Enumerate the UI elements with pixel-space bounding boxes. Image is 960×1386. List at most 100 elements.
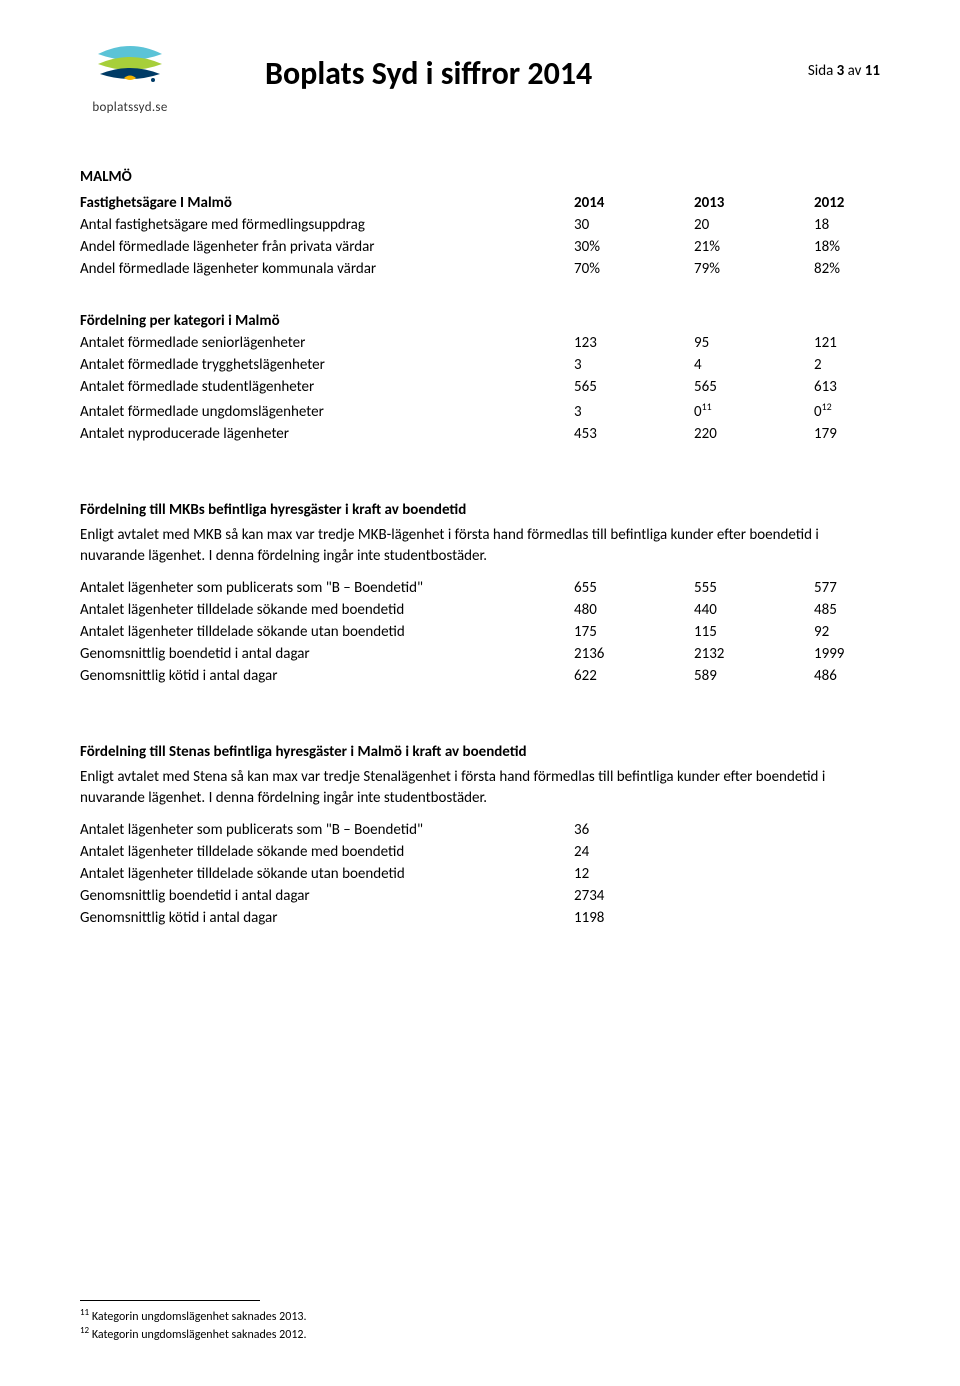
cell-label: Genomsnittlig boendetid i antal dagar [80, 885, 574, 907]
cell-label: Andel förmedlade lägenheter kommunala vä… [80, 258, 574, 280]
table-row: Antal fastighetsägare med förmedlingsupp… [80, 214, 880, 236]
cell: 115 [694, 621, 814, 643]
cell: 440 [694, 599, 814, 621]
cell: 30 [574, 214, 694, 236]
cell: 613 [814, 376, 880, 398]
table-row: Antalet förmedlade studentlägenheter5655… [80, 376, 880, 398]
page-total: 11 [865, 62, 880, 80]
footnote-text: Kategorin ungdomslägenhet saknades 2012. [89, 1328, 306, 1342]
cell-val: 0 [814, 403, 822, 421]
col [694, 310, 814, 332]
cell [814, 819, 880, 841]
spacer [80, 687, 880, 717]
footnote-num: 12 [80, 1325, 89, 1336]
cell [694, 819, 814, 841]
footnotes: 11 Kategorin ungdomslägenhet saknades 20… [80, 1300, 880, 1344]
cell: 565 [694, 376, 814, 398]
cell-label: Genomsnittlig kötid i antal dagar [80, 665, 574, 687]
table-row: Andel förmedlade lägenheter kommunala vä… [80, 258, 880, 280]
cell-label: Antalet lägenheter tilldelade sökande ut… [80, 621, 574, 643]
cell-label: Antalet lägenheter tilldelade sökande me… [80, 841, 574, 863]
table-row: Antalet lägenheter tilldelade sökande ut… [80, 621, 880, 643]
cell-label: Antal fastighetsägare med förmedlingsupp… [80, 214, 574, 236]
table-row: Antalet lägenheter tilldelade sökande me… [80, 841, 880, 863]
cell-label: Antalet lägenheter tilldelade sökande ut… [80, 863, 574, 885]
cell: 555 [694, 577, 814, 599]
cell: 589 [694, 665, 814, 687]
cell-label: Antalet förmedlade studentlägenheter [80, 376, 574, 398]
cell [694, 885, 814, 907]
col-label: Fördelning per kategori i Malmö [80, 310, 574, 332]
cell: 622 [574, 665, 694, 687]
cell: 2132 [694, 643, 814, 665]
footnote-ref: 11 [702, 400, 712, 413]
cell [814, 863, 880, 885]
table-stena: Antalet lägenheter som publicerats som "… [80, 819, 880, 929]
cell: 012 [814, 398, 880, 423]
page-number: Sida 3 av 11 [808, 62, 880, 80]
cell: 565 [574, 376, 694, 398]
cell: 30% [574, 236, 694, 258]
page: boplatssyd.se Boplats Syd i siffror 2014… [0, 0, 960, 1386]
footnote-text: Kategorin ungdomslägenhet saknades 2013. [89, 1310, 306, 1324]
cell: 95 [694, 332, 814, 354]
col-2012: 2012 [814, 192, 880, 214]
cell: 20 [694, 214, 814, 236]
cell: 18 [814, 214, 880, 236]
cell: 655 [574, 577, 694, 599]
cell [814, 885, 880, 907]
section-heading-stena: Fördelning till Stenas befintliga hyresg… [80, 743, 880, 761]
col [814, 310, 880, 332]
cell: 1198 [574, 907, 694, 929]
cell: 121 [814, 332, 880, 354]
cell [694, 841, 814, 863]
cell: 480 [574, 599, 694, 621]
cell: 485 [814, 599, 880, 621]
table-row: Antalet nyproducerade lägenheter45322017… [80, 423, 880, 445]
cell: 175 [574, 621, 694, 643]
cell: 36 [574, 819, 694, 841]
table-row: Antalet förmedlade ungdomslägenheter 3 0… [80, 398, 880, 423]
cell: 486 [814, 665, 880, 687]
table-row: Antalet lägenheter tilldelade sökande me… [80, 599, 880, 621]
table-row: Genomsnittlig kötid i antal dagar1198 [80, 907, 880, 929]
header: boplatssyd.se Boplats Syd i siffror 2014… [80, 40, 880, 150]
cell: 3 [574, 354, 694, 376]
spacer [80, 445, 880, 475]
footnote-ref: 12 [822, 400, 832, 413]
cell-label: Genomsnittlig kötid i antal dagar [80, 907, 574, 929]
section-heading-malmo: MALMÖ [80, 168, 880, 186]
paragraph-stena: Enligt avtalet med Stena så kan max var … [80, 767, 880, 809]
page-title: Boplats Syd i siffror 2014 [265, 54, 592, 93]
table-row: Antalet lägenheter som publicerats som "… [80, 819, 880, 841]
paragraph-mkb: Enligt avtalet med MKB så kan max var tr… [80, 525, 880, 567]
logo-text: boplatssyd.se [80, 100, 180, 115]
footnote: 12 Kategorin ungdomslägenhet saknades 20… [80, 1325, 880, 1344]
cell: 011 [694, 398, 814, 423]
footnote-rule [80, 1300, 260, 1301]
cell: 82% [814, 258, 880, 280]
footnote-num: 11 [80, 1307, 89, 1318]
cell: 4 [694, 354, 814, 376]
table-row: Genomsnittlig boendetid i antal dagar273… [80, 885, 880, 907]
cell-label: Genomsnittlig boendetid i antal dagar [80, 643, 574, 665]
cell: 92 [814, 621, 880, 643]
cell-label: Antalet förmedlade ungdomslägenheter [80, 398, 574, 423]
table-row: Antalet förmedlade trygghetslägenheter34… [80, 354, 880, 376]
cell-label: Antalet förmedlade trygghetslägenheter [80, 354, 574, 376]
logo-icon [80, 40, 180, 98]
cell-label: Antalet lägenheter som publicerats som "… [80, 819, 574, 841]
table-row: Genomsnittlig kötid i antal dagar6225894… [80, 665, 880, 687]
cell [694, 863, 814, 885]
cell-label: Antalet lägenheter tilldelade sökande me… [80, 599, 574, 621]
cell: 18% [814, 236, 880, 258]
cell-label: Andel förmedlade lägenheter från privata… [80, 236, 574, 258]
table-row: Antalet förmedlade seniorlägenheter12395… [80, 332, 880, 354]
spacer [80, 280, 880, 310]
table-row: Antalet lägenheter som publicerats som "… [80, 577, 880, 599]
cell: 3 [574, 398, 694, 423]
col-2013: 2013 [694, 192, 814, 214]
table-mkb: Antalet lägenheter som publicerats som "… [80, 577, 880, 687]
footnote: 11 Kategorin ungdomslägenhet saknades 20… [80, 1307, 880, 1326]
cell: 123 [574, 332, 694, 354]
